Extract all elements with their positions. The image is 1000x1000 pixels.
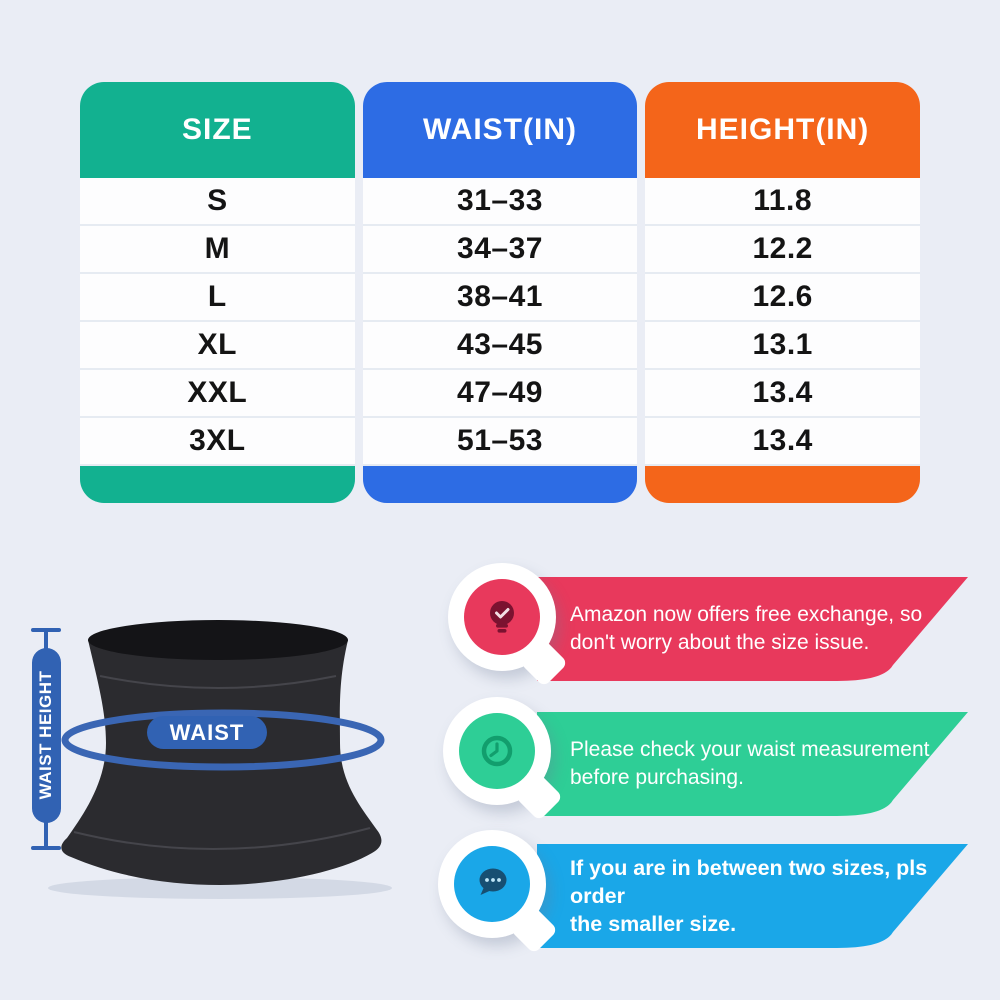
callout-line: Please check your waist measurement: [570, 738, 930, 761]
table-cell-height: 11.8: [645, 178, 920, 226]
trainer-shadow: [48, 877, 392, 899]
trainer-top-seam: [99, 675, 337, 689]
height-label: WAIST HEIGHT: [36, 670, 55, 799]
callout-banner-blue: [537, 844, 969, 948]
size-table: SIZE S M L XL XXL 3XL WAIST(IN) 31–33 34…: [80, 82, 920, 503]
callout-line: the smaller size.: [570, 912, 737, 936]
column-header-height: HEIGHT(IN): [645, 82, 920, 178]
table-cell-height: 13.4: [645, 418, 920, 466]
clock-icon: [481, 735, 513, 767]
column-header-size: SIZE: [80, 82, 355, 178]
callout-text-green: Please check your waist measurement befo…: [570, 712, 942, 816]
callout-badge-blue: [438, 830, 559, 955]
table-cell-size: XL: [80, 322, 355, 370]
waist-ring: [61, 709, 385, 771]
table-column-height: HEIGHT(IN) 11.8 12.2 12.6 13.1 13.4 13.4: [645, 82, 920, 503]
column-footer-size: [80, 466, 355, 503]
badge-circle: [459, 713, 535, 789]
callout-text-red: Amazon now offers free exchange, so don'…: [570, 577, 942, 681]
lightbulb-check-icon: [490, 601, 514, 633]
callout-banner-green: [537, 712, 969, 816]
table-cell-waist: 47–49: [362, 370, 638, 418]
callout-text-blue: If you are in between two sizes, pls ord…: [570, 844, 942, 948]
column-footer-height: [645, 466, 920, 503]
badge-circle: [464, 579, 540, 655]
callout-banner-red: [537, 577, 969, 681]
column-footer-waist: [362, 466, 638, 503]
table-cell-size: M: [80, 226, 355, 274]
table-cell-waist: 38–41: [362, 274, 638, 322]
trainer-bottom-seam: [73, 827, 371, 850]
table-cell-height: 13.4: [645, 370, 920, 418]
table-cell-size: XXL: [80, 370, 355, 418]
waist-trainer-body: [61, 640, 382, 885]
height-label-pill: [32, 648, 61, 823]
table-cell-size: 3XL: [80, 418, 355, 466]
table-cell-height: 13.1: [645, 322, 920, 370]
chat-dots-icon: [479, 868, 507, 895]
callout-line: If you are in between two sizes, pls ord…: [570, 856, 928, 908]
table-cell-size: L: [80, 274, 355, 322]
waist-label-pill: [147, 716, 267, 749]
waist-trainer-diagram: WAIST WAIST HEIGHT: [31, 620, 392, 899]
table-cell-waist: 31–33: [362, 178, 638, 226]
callout-line: before purchasing.: [570, 766, 744, 789]
callout-badge-red: [448, 563, 569, 688]
waist-label: WAIST: [170, 720, 245, 745]
column-header-waist: WAIST(IN): [362, 82, 638, 178]
callout-line: Amazon now offers free exchange, so: [570, 603, 923, 626]
callout-line: don't worry about the size issue.: [570, 631, 870, 654]
table-cell-waist: 51–53: [362, 418, 638, 466]
table-cell-waist: 34–37: [362, 226, 638, 274]
table-cell-size: S: [80, 178, 355, 226]
table-cell-height: 12.2: [645, 226, 920, 274]
trainer-top-opening: [88, 620, 348, 660]
badge-circle: [454, 846, 530, 922]
table-column-waist: WAIST(IN) 31–33 34–37 38–41 43–45 47–49 …: [362, 82, 638, 503]
table-cell-height: 12.6: [645, 274, 920, 322]
table-column-size: SIZE S M L XL XXL 3XL: [80, 82, 355, 503]
table-cell-waist: 43–45: [362, 322, 638, 370]
callout-badge-green: [443, 697, 564, 822]
